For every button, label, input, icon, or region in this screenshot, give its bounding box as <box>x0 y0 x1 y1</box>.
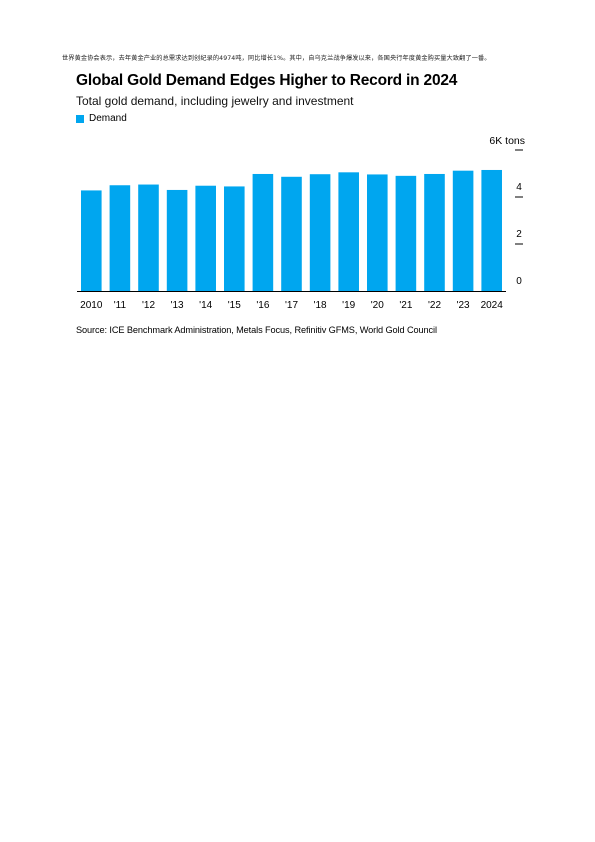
bar-23 <box>452 170 474 291</box>
x-tick-label: '19 <box>342 300 355 311</box>
bar-13 <box>166 189 188 291</box>
x-tick-label: 2010 <box>80 300 103 311</box>
x-tick-label: 2024 <box>481 300 504 311</box>
legend-swatch-demand <box>76 114 84 123</box>
bar-17 <box>281 176 302 291</box>
x-tick-label: '21 <box>399 300 412 311</box>
legend-label-demand: Demand <box>89 113 127 124</box>
chart-source: Source: ICE Benchmark Administration, Me… <box>76 325 437 335</box>
bar-18 <box>309 174 331 291</box>
x-tick-label: '16 <box>256 300 269 311</box>
bar-22 <box>424 173 445 291</box>
y-tick-label: 4 <box>516 182 522 193</box>
y-tick-label: 2 <box>516 229 522 240</box>
x-tick-label: '20 <box>371 300 384 311</box>
x-tick-label: '14 <box>199 300 212 311</box>
x-tick-label: '23 <box>457 300 470 311</box>
bar-21 <box>395 175 417 291</box>
x-tick-label: '12 <box>142 300 155 311</box>
chart-legend: Demand <box>76 113 127 124</box>
bar-15 <box>224 186 245 292</box>
bar-19 <box>338 172 359 291</box>
x-tick-label: '22 <box>428 300 441 311</box>
x-tick-label: '18 <box>314 300 327 311</box>
bar-11 <box>109 185 131 291</box>
article-caption: 世界黄金协会表示，去年黄金产业的总需求达到创纪录的4974吨，同比增长1%。其中… <box>62 55 491 62</box>
x-tick-label: '17 <box>285 300 298 311</box>
bar-12 <box>138 184 159 291</box>
bar-20 <box>367 174 388 291</box>
chart-subtitle: Total gold demand, including jewelry and… <box>76 94 354 108</box>
x-tick-label: '15 <box>228 300 241 311</box>
bar-14 <box>195 185 216 291</box>
x-tick-label: '11 <box>114 300 127 311</box>
x-tick-label: '13 <box>171 300 184 311</box>
bar-2024 <box>481 169 502 291</box>
bar-2010 <box>81 190 102 291</box>
y-tick-label: 0 <box>516 276 522 287</box>
chart-title: Global Gold Demand Edges Higher to Recor… <box>76 72 458 89</box>
bar-16 <box>252 173 274 291</box>
y-unit-label: 6K tons <box>489 135 525 147</box>
